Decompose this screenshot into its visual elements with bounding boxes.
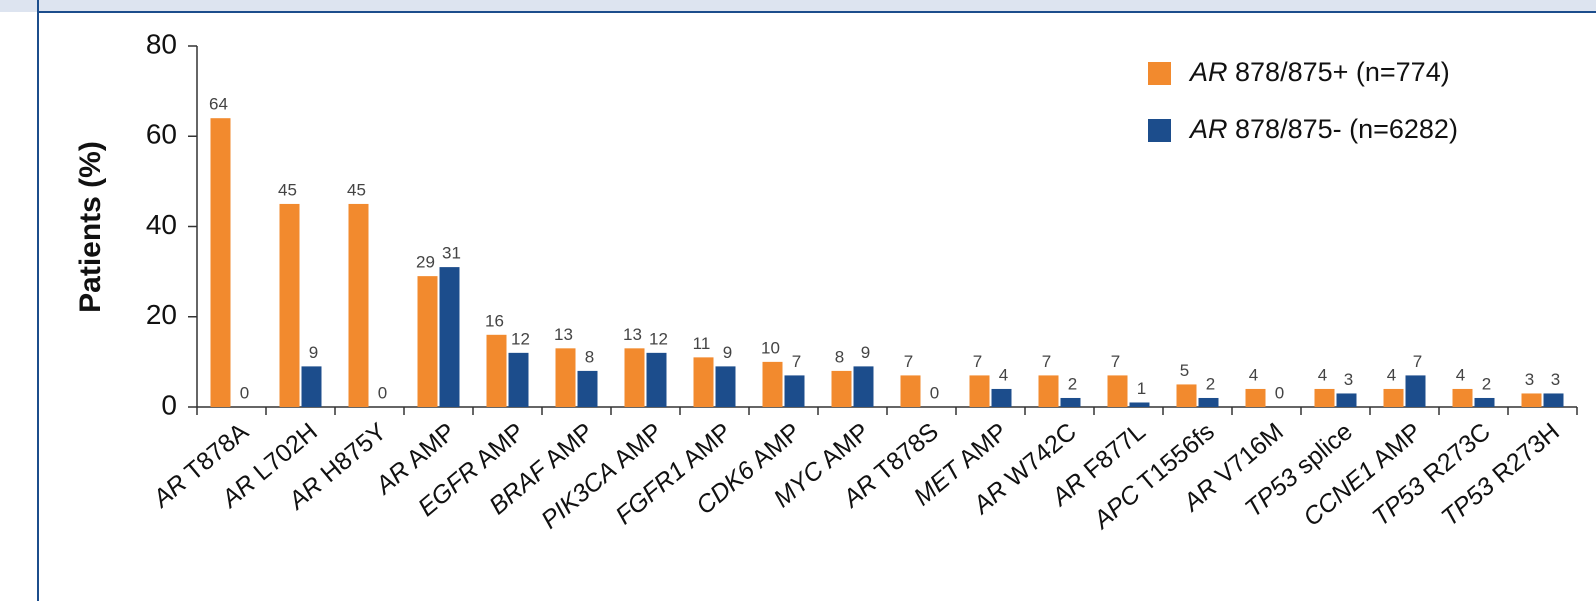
bar xyxy=(210,118,231,407)
bar xyxy=(1198,397,1219,407)
value-label: 13 xyxy=(623,325,642,344)
y-axis-label: Patients (%) xyxy=(74,141,107,313)
bar xyxy=(646,352,667,407)
bar xyxy=(486,334,507,407)
value-label: 9 xyxy=(861,343,870,362)
bar xyxy=(439,267,460,407)
bar xyxy=(853,366,874,407)
value-label: 12 xyxy=(511,329,530,348)
value-label: 10 xyxy=(761,338,780,357)
bar xyxy=(301,366,322,407)
legend-label: AR 878/875+ (n=774) xyxy=(1188,57,1450,87)
legend-swatch xyxy=(1148,119,1171,142)
value-label: 4 xyxy=(1318,365,1327,384)
value-label: 12 xyxy=(649,329,668,348)
value-label: 11 xyxy=(693,334,711,353)
bar xyxy=(1405,375,1426,407)
y-tick-label: 0 xyxy=(161,389,177,420)
value-label: 4 xyxy=(1249,365,1258,384)
bar xyxy=(715,366,736,407)
value-label: 13 xyxy=(554,325,573,344)
bar xyxy=(348,203,369,407)
value-label: 8 xyxy=(835,347,844,366)
value-label: 45 xyxy=(347,180,366,199)
value-label: 7 xyxy=(973,352,982,371)
value-label: 7 xyxy=(1413,352,1422,371)
value-label: 2 xyxy=(1068,374,1077,393)
value-label: 4 xyxy=(999,365,1008,384)
bar xyxy=(1543,393,1564,407)
bar xyxy=(508,352,529,407)
value-label: 64 xyxy=(209,95,228,114)
value-label: 0 xyxy=(1275,383,1284,402)
x-tick-label: TP53 R273H xyxy=(1436,417,1565,531)
value-label: 3 xyxy=(1551,370,1560,389)
y-tick-label: 40 xyxy=(146,209,177,240)
bar xyxy=(1336,393,1357,407)
value-label: 2 xyxy=(1206,374,1215,393)
bar xyxy=(417,276,438,407)
value-label: 3 xyxy=(1525,370,1534,389)
bar xyxy=(279,203,300,407)
bar xyxy=(693,357,714,407)
value-label: 0 xyxy=(240,383,249,402)
bar xyxy=(1383,388,1404,407)
value-label: 1 xyxy=(1137,379,1146,398)
value-label: 3 xyxy=(1344,370,1353,389)
bar xyxy=(1452,388,1473,407)
value-label: 0 xyxy=(378,383,387,402)
bar xyxy=(969,375,990,407)
bar xyxy=(1060,397,1081,407)
value-label: 5 xyxy=(1180,361,1189,380)
value-label: 16 xyxy=(485,311,504,330)
value-label: 8 xyxy=(585,347,594,366)
y-tick-label: 80 xyxy=(146,28,177,59)
bar xyxy=(1245,388,1266,407)
bar xyxy=(555,348,576,407)
value-label: 31 xyxy=(442,244,461,263)
bar xyxy=(1521,393,1542,407)
bar xyxy=(784,375,805,407)
legend-swatch xyxy=(1148,62,1171,85)
bar xyxy=(1314,388,1335,407)
bar xyxy=(762,361,783,407)
bar xyxy=(577,370,598,407)
y-tick-label: 20 xyxy=(146,299,177,330)
bar xyxy=(1176,384,1197,407)
value-label: 45 xyxy=(278,180,297,199)
x-tick-label: TP53 R273C xyxy=(1367,417,1496,531)
bar xyxy=(624,348,645,407)
bar xyxy=(831,370,852,407)
value-label: 2 xyxy=(1482,374,1491,393)
value-label: 7 xyxy=(904,352,913,371)
value-label: 9 xyxy=(309,343,318,362)
legend-label: AR 878/875- (n=6282) xyxy=(1188,114,1458,144)
value-label: 4 xyxy=(1387,365,1396,384)
bar xyxy=(1129,402,1150,407)
bar xyxy=(1474,397,1495,407)
value-label: 9 xyxy=(723,343,732,362)
value-label: 4 xyxy=(1456,365,1465,384)
bar xyxy=(1038,375,1059,407)
value-label: 29 xyxy=(416,253,435,272)
value-label: 0 xyxy=(930,383,939,402)
header-strip xyxy=(0,0,1596,12)
bar xyxy=(900,375,921,407)
value-label: 7 xyxy=(792,352,801,371)
bar xyxy=(991,388,1012,407)
x-tick-label: CCNE1 AMP xyxy=(1298,417,1427,531)
y-tick-label: 60 xyxy=(146,119,177,150)
value-label: 7 xyxy=(1111,352,1120,371)
bar xyxy=(1107,375,1128,407)
value-label: 7 xyxy=(1042,352,1051,371)
